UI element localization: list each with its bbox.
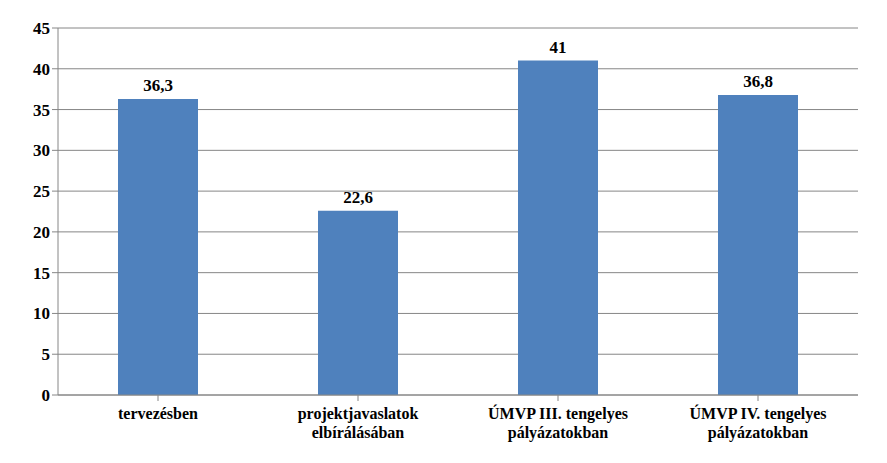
svg-text:5: 5 [42,345,51,364]
svg-text:22,6: 22,6 [343,188,373,207]
svg-text:36,3: 36,3 [143,76,173,95]
svg-text:30: 30 [33,141,50,160]
svg-text:35: 35 [33,101,50,120]
svg-text:projektjavaslatokelbírálásában: projektjavaslatokelbírálásában [298,405,419,441]
svg-text:45: 45 [33,19,50,38]
svg-text:36,8: 36,8 [743,72,773,91]
svg-text:tervezésben: tervezésben [118,405,198,422]
svg-text:25: 25 [33,182,50,201]
svg-text:10: 10 [33,304,50,323]
svg-text:ÚMVP IV. tengelyespályázatokba: ÚMVP IV. tengelyespályázatokban [689,404,826,442]
svg-text:0: 0 [42,386,51,405]
svg-text:20: 20 [33,223,50,242]
svg-text:15: 15 [33,264,50,283]
svg-text:41: 41 [550,38,567,57]
svg-text:ÚMVP III. tengelyespályázatokb: ÚMVP III. tengelyespályázatokban [488,404,628,442]
svg-text:40: 40 [33,60,50,79]
